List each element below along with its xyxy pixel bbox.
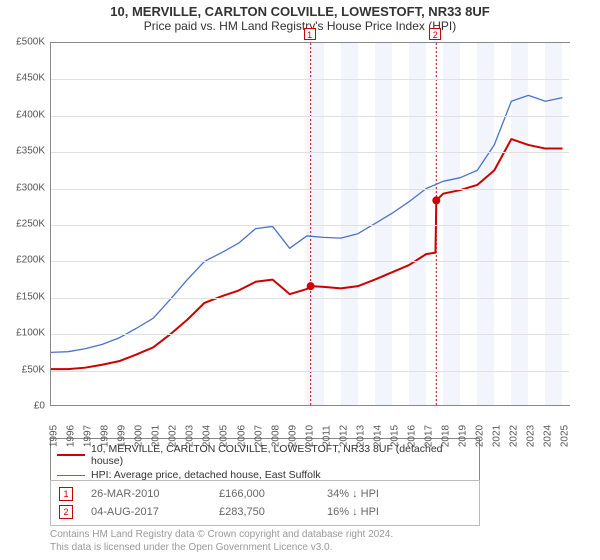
marker-point-2 xyxy=(432,196,440,204)
attribution-footer: Contains HM Land Registry data © Crown c… xyxy=(50,528,393,554)
footer-line-1: Contains HM Land Registry data © Crown c… xyxy=(50,528,393,541)
x-axis-label: 2013 xyxy=(355,425,366,447)
x-axis-label: 2017 xyxy=(424,425,435,447)
x-axis-label: 1996 xyxy=(66,425,77,447)
x-axis-label: 2000 xyxy=(134,425,145,447)
transactions-box: 1 26-MAR-2010 £166,000 34% ↓ HPI 2 04-AUG-201… xyxy=(50,480,480,526)
x-axis-label: 2020 xyxy=(475,425,486,447)
transaction-price: £283,750 xyxy=(219,506,309,518)
x-axis-label: 2004 xyxy=(202,425,213,447)
gridline-h xyxy=(51,371,569,372)
gridline-h xyxy=(51,152,569,153)
transaction-date: 26-MAR-2010 xyxy=(91,488,201,500)
x-axis-label: 2024 xyxy=(543,425,554,447)
x-axis-label: 2005 xyxy=(219,425,230,447)
gridline-h xyxy=(51,225,569,226)
x-axis-label: 2023 xyxy=(526,425,537,447)
y-axis-label: £0 xyxy=(1,401,45,412)
transaction-row: 1 26-MAR-2010 £166,000 34% ↓ HPI xyxy=(59,485,471,503)
transaction-delta: 34% ↓ HPI xyxy=(327,488,379,500)
x-axis-label: 2018 xyxy=(441,425,452,447)
x-axis-label: 2002 xyxy=(168,425,179,447)
x-axis-label: 2006 xyxy=(236,425,247,447)
transaction-flag: 1 xyxy=(59,487,73,501)
transaction-row: 2 04-AUG-2017 £283,750 16% ↓ HPI xyxy=(59,503,471,521)
x-axis-label: 2019 xyxy=(458,425,469,447)
plot-area xyxy=(50,42,570,406)
x-axis-label: 2022 xyxy=(509,425,520,447)
x-axis-label: 2016 xyxy=(407,425,418,447)
transaction-flag: 2 xyxy=(59,505,73,519)
y-axis-label: £300K xyxy=(1,182,45,193)
x-axis-label: 2012 xyxy=(338,425,349,447)
y-axis-label: £350K xyxy=(1,146,45,157)
chart-svg xyxy=(51,43,569,405)
transaction-price: £166,000 xyxy=(219,488,309,500)
gridline-h xyxy=(51,261,569,262)
gridline-h xyxy=(51,298,569,299)
marker-flag-2: 2 xyxy=(429,28,441,40)
y-axis-label: £150K xyxy=(1,291,45,302)
x-axis-label: 1995 xyxy=(49,425,60,447)
x-axis-label: 1998 xyxy=(100,425,111,447)
transaction-delta: 16% ↓ HPI xyxy=(327,506,379,518)
x-axis-label: 2011 xyxy=(321,425,332,447)
x-axis-label: 2003 xyxy=(185,425,196,447)
y-axis-label: £500K xyxy=(1,37,45,48)
gridline-h xyxy=(51,189,569,190)
y-axis-label: £250K xyxy=(1,219,45,230)
chart-subtitle: Price paid vs. HM Land Registry's House … xyxy=(0,19,600,37)
legend-swatch xyxy=(57,475,85,476)
x-axis-label: 2010 xyxy=(304,425,315,447)
x-axis-label: 1999 xyxy=(117,425,128,447)
x-axis-label: 2008 xyxy=(270,425,281,447)
y-axis-label: £450K xyxy=(1,73,45,84)
x-axis-label: 2021 xyxy=(492,425,503,447)
y-axis-label: £400K xyxy=(1,109,45,120)
x-axis-label: 2025 xyxy=(560,425,571,447)
transaction-date: 04-AUG-2017 xyxy=(91,506,201,518)
x-axis-label: 2007 xyxy=(253,425,264,447)
legend-swatch xyxy=(57,454,85,456)
x-axis-label: 2014 xyxy=(372,425,383,447)
footer-line-2: This data is licensed under the Open Gov… xyxy=(50,541,393,554)
y-axis-label: £100K xyxy=(1,328,45,339)
gridline-h xyxy=(51,334,569,335)
x-axis-label: 2009 xyxy=(287,425,298,447)
chart-container: 10, MERVILLE, CARLTON COLVILLE, LOWESTOF… xyxy=(0,0,600,560)
gridline-h xyxy=(51,116,569,117)
series-line-hpi xyxy=(51,95,562,352)
y-axis-label: £50K xyxy=(1,364,45,375)
x-axis-label: 2015 xyxy=(389,425,400,447)
marker-flag-1: 1 xyxy=(304,28,316,40)
marker-point-1 xyxy=(307,282,315,290)
x-axis-label: 1997 xyxy=(83,425,94,447)
y-axis-label: £200K xyxy=(1,255,45,266)
chart-title: 10, MERVILLE, CARLTON COLVILLE, LOWESTOF… xyxy=(0,0,600,19)
gridline-h xyxy=(51,79,569,80)
x-axis-label: 2001 xyxy=(151,425,162,447)
